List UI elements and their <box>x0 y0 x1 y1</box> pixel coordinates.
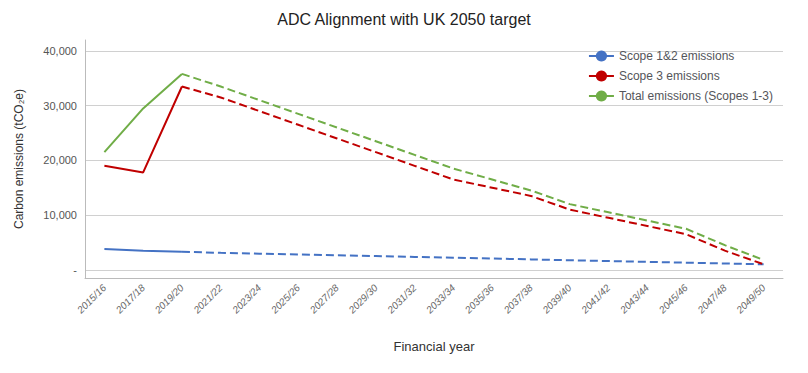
svg-text:Scope 1&2 emissions: Scope 1&2 emissions <box>619 49 734 63</box>
svg-text:Total emissions (Scopes 1-3): Total emissions (Scopes 1-3) <box>619 89 773 103</box>
svg-text:2019/20: 2019/20 <box>152 282 186 316</box>
svg-text:2043/44: 2043/44 <box>617 282 651 316</box>
svg-text:2031/32: 2031/32 <box>384 282 418 316</box>
svg-text:2033/34: 2033/34 <box>423 282 457 316</box>
svg-text:Scope 3 emissions: Scope 3 emissions <box>619 69 720 83</box>
svg-text:2045/46: 2045/46 <box>656 282 690 316</box>
svg-text:2029/30: 2029/30 <box>346 282 380 316</box>
svg-text:Carbon emissions (tCO₂e): Carbon emissions (tCO₂e) <box>12 89 26 229</box>
svg-text:2049/50: 2049/50 <box>733 282 767 316</box>
svg-text:ADC Alignment with UK 2050 tar: ADC Alignment with UK 2050 target <box>277 11 531 28</box>
svg-text:2037/38: 2037/38 <box>501 282 535 316</box>
svg-text:2047/48: 2047/48 <box>695 282 729 316</box>
svg-text:2027/28: 2027/28 <box>307 282 341 316</box>
svg-text:2023/24: 2023/24 <box>229 282 263 316</box>
svg-text:40,000: 40,000 <box>43 45 77 57</box>
svg-text:2041/42: 2041/42 <box>578 282 612 316</box>
svg-text:Financial year: Financial year <box>394 339 476 354</box>
svg-text:2035/36: 2035/36 <box>462 282 496 316</box>
svg-text:-: - <box>73 264 77 276</box>
svg-text:2021/22: 2021/22 <box>191 282 225 316</box>
svg-text:2025/26: 2025/26 <box>268 282 302 316</box>
svg-text:2039/40: 2039/40 <box>540 282 574 316</box>
svg-text:2017/18: 2017/18 <box>113 282 147 316</box>
svg-text:2015/16: 2015/16 <box>74 282 108 316</box>
svg-text:10,000: 10,000 <box>43 209 77 221</box>
svg-text:30,000: 30,000 <box>43 100 77 112</box>
svg-text:20,000: 20,000 <box>43 154 77 166</box>
